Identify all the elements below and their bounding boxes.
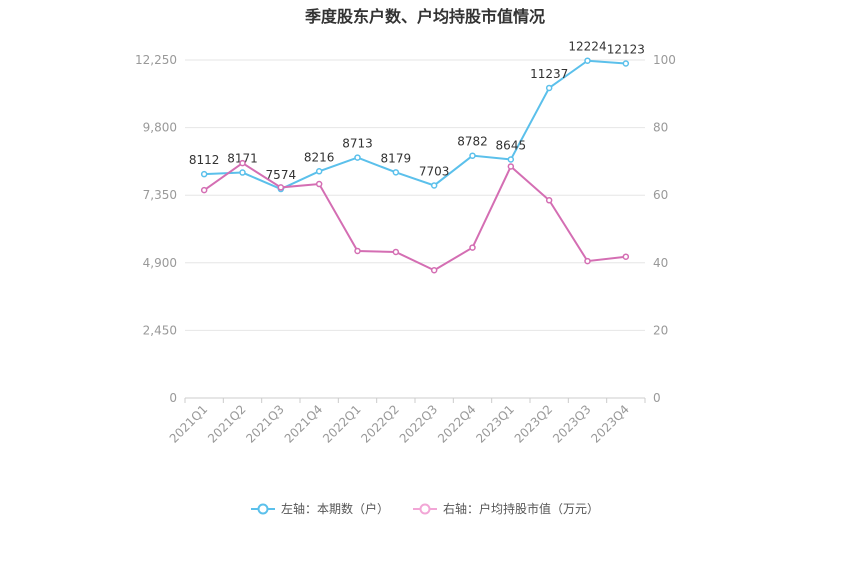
data-label: 11237	[530, 67, 568, 81]
legend-item-households[interactable]: 左轴：本期数（户）	[250, 500, 389, 517]
left-axis-tick: 12,250	[135, 53, 177, 67]
series-line-0	[204, 59, 626, 191]
series-point-0	[469, 152, 476, 159]
right-axis-tick: 0	[653, 391, 661, 405]
series-point-0	[392, 169, 400, 176]
series-point-0	[239, 169, 246, 176]
x-axis-tick-label: 2021Q4	[282, 402, 326, 446]
series-point-1	[277, 184, 285, 191]
series-point-0	[200, 170, 208, 178]
series-point-1	[622, 253, 630, 260]
data-label: 8782	[457, 135, 488, 149]
data-label: 8179	[381, 151, 412, 165]
chart-title: 季度股东户数、户均持股市值情况	[304, 7, 545, 26]
series-point-0	[430, 182, 438, 189]
series-point-0	[315, 168, 323, 175]
x-axis-tick-label: 2022Q1	[320, 402, 364, 446]
data-label: 8171	[227, 152, 258, 166]
data-label: 8112	[189, 153, 220, 167]
x-axis-tick-label: 2022Q2	[358, 402, 402, 446]
x-axis-tick-label: 2021Q3	[243, 402, 287, 446]
right-axis-tick: 60	[653, 188, 668, 202]
series-point-1	[392, 248, 400, 256]
series-point-1	[430, 266, 438, 274]
x-axis-tick-label: 2022Q3	[397, 402, 441, 446]
series-point-0	[545, 84, 553, 92]
data-label: 12224	[568, 40, 606, 54]
series-point-0	[622, 60, 630, 67]
x-axis-tick-label: 2021Q2	[205, 402, 249, 446]
legend-item-avg-value[interactable]: 右轴：户均持股市值（万元）	[413, 500, 599, 517]
series-point-1	[507, 163, 515, 170]
right-axis-tick: 100	[653, 53, 676, 67]
x-axis-tick-label: 2022Q4	[435, 402, 479, 446]
data-label: 7703	[419, 164, 450, 178]
series-point-1	[354, 247, 361, 255]
legend-label-households: 左轴：本期数（户）	[280, 502, 389, 516]
left-axis-tick: 9,800	[143, 121, 177, 135]
series-point-1	[545, 197, 553, 204]
x-axis-tick-label: 2023Q4	[588, 402, 632, 446]
series-point-1	[239, 159, 246, 167]
series-point-1	[584, 257, 591, 265]
legend-label-avg-value: 右轴：户均持股市值（万元）	[443, 502, 600, 516]
x-axis-tick-label: 2023Q1	[473, 402, 517, 446]
right-axis-tick: 80	[653, 121, 668, 135]
series-point-1	[469, 244, 476, 251]
series-point-0	[354, 154, 361, 161]
x-axis-tick-label: 2023Q2	[512, 402, 556, 446]
left-axis-tick: 4,900	[143, 256, 177, 270]
left-axis-tick: 0	[169, 391, 177, 405]
data-label: 7574	[266, 168, 297, 182]
data-label: 8216	[304, 150, 335, 164]
x-axis-tick-label: 2021Q1	[167, 402, 211, 446]
left-axis-tick: 2,450	[143, 323, 177, 337]
legend-marker-households	[250, 503, 275, 514]
x-axis-tick-label: 2023Q3	[550, 402, 594, 446]
series-point-0	[507, 156, 515, 163]
series-point-1	[200, 186, 208, 194]
right-axis-tick: 40	[653, 256, 668, 270]
series-line-1	[203, 161, 626, 272]
series-point-0	[584, 57, 591, 64]
legend-marker-avg-value	[413, 503, 437, 514]
data-label: 8645	[496, 138, 527, 152]
series-point-1	[315, 180, 323, 188]
left-axis-tick: 7,350	[143, 188, 177, 202]
right-axis-tick: 20	[653, 323, 668, 337]
data-label: 8713	[342, 137, 373, 151]
data-label: 12123	[607, 43, 645, 57]
legend: 左轴：本期数（户） 右轴：户均持股市值（万元）	[0, 500, 850, 517]
